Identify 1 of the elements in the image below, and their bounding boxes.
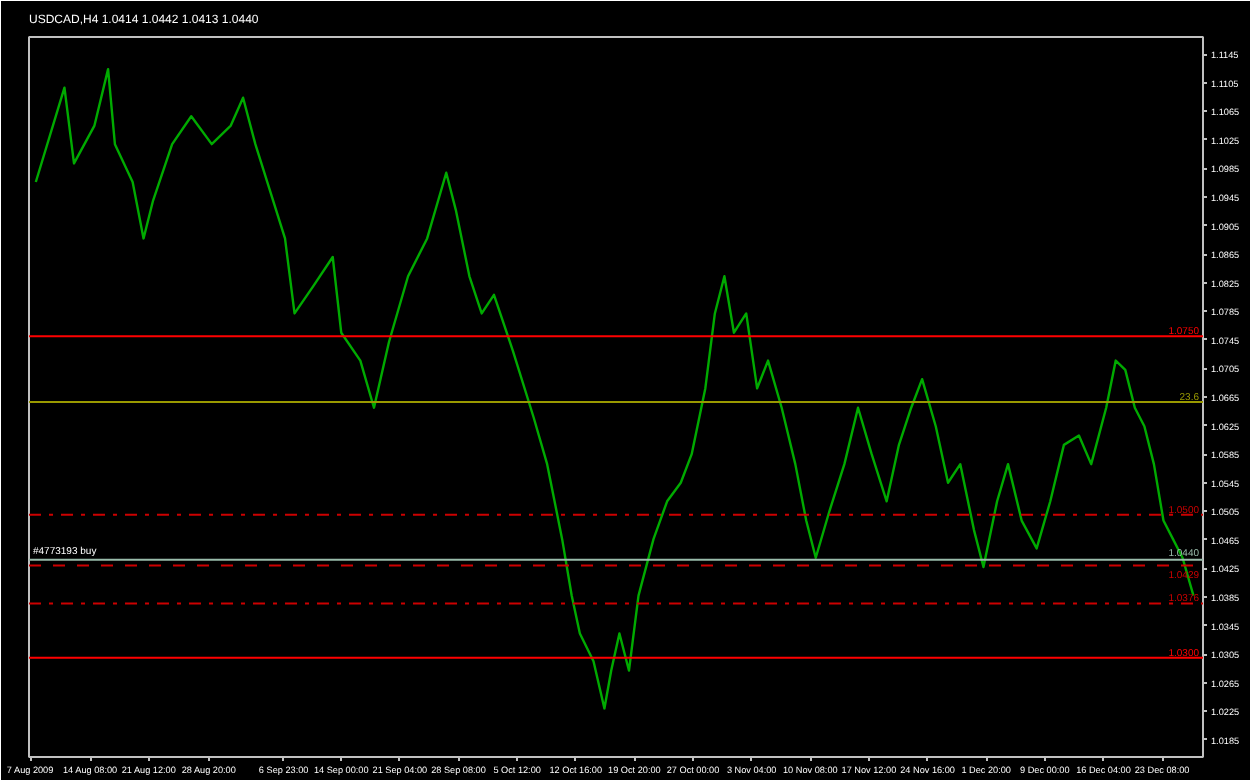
line-series [34, 67, 1195, 710]
